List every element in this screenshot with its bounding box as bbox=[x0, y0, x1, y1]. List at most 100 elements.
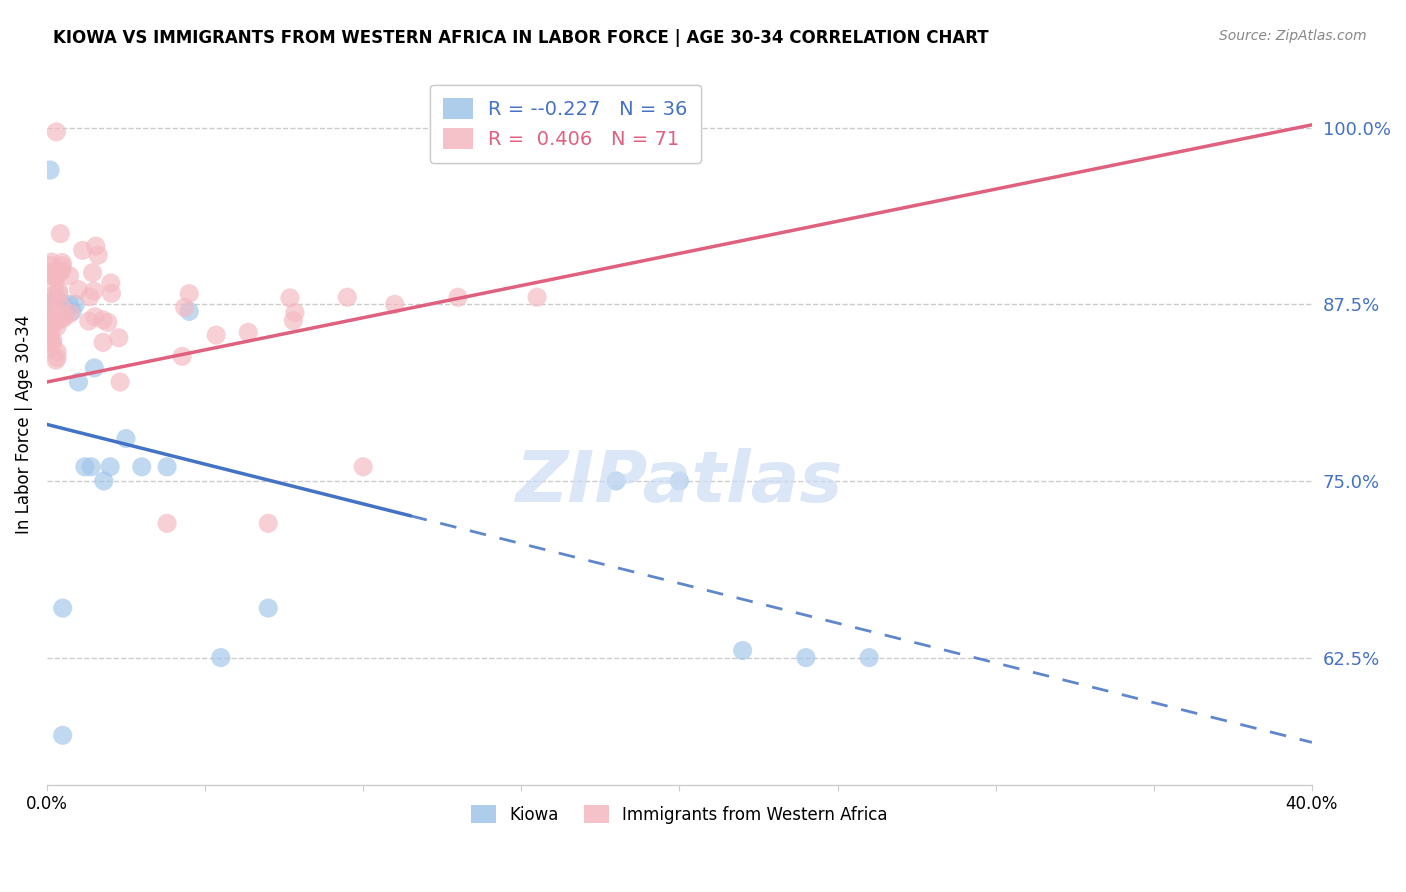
Point bbox=[179, 304, 201, 318]
Point bbox=[83, 310, 105, 324]
Point bbox=[44, 269, 66, 284]
Text: Source: ZipAtlas.com: Source: ZipAtlas.com bbox=[1219, 29, 1367, 43]
Point bbox=[115, 432, 138, 446]
Point bbox=[93, 474, 115, 488]
Point bbox=[42, 297, 65, 311]
Point bbox=[51, 259, 73, 273]
Point bbox=[284, 305, 307, 319]
Point bbox=[46, 344, 69, 359]
Point bbox=[668, 474, 690, 488]
Point bbox=[83, 360, 105, 375]
Point bbox=[205, 328, 228, 343]
Point bbox=[108, 331, 131, 345]
Point bbox=[352, 459, 374, 474]
Point bbox=[51, 264, 73, 278]
Point bbox=[48, 304, 70, 318]
Point bbox=[52, 728, 75, 742]
Point bbox=[42, 293, 65, 307]
Point bbox=[98, 459, 121, 474]
Text: ZIPatlas: ZIPatlas bbox=[516, 448, 844, 516]
Point bbox=[38, 342, 60, 356]
Point bbox=[278, 291, 301, 305]
Point bbox=[336, 290, 359, 304]
Point bbox=[97, 315, 120, 329]
Point bbox=[41, 316, 63, 330]
Point bbox=[53, 310, 76, 325]
Point bbox=[46, 319, 69, 334]
Point bbox=[67, 375, 90, 389]
Point bbox=[58, 268, 80, 283]
Point bbox=[45, 297, 67, 311]
Point bbox=[46, 305, 69, 319]
Point bbox=[39, 289, 62, 303]
Point bbox=[172, 349, 194, 363]
Point bbox=[156, 459, 179, 474]
Point bbox=[100, 276, 122, 290]
Point bbox=[39, 303, 62, 318]
Point bbox=[41, 337, 63, 351]
Point bbox=[447, 290, 470, 304]
Point bbox=[67, 283, 90, 297]
Point bbox=[794, 650, 817, 665]
Point bbox=[49, 297, 72, 311]
Point bbox=[38, 319, 60, 334]
Point bbox=[48, 297, 70, 311]
Point bbox=[42, 318, 65, 333]
Point bbox=[44, 277, 66, 291]
Point bbox=[257, 516, 280, 531]
Point bbox=[100, 286, 122, 301]
Point bbox=[55, 304, 77, 318]
Point bbox=[82, 266, 104, 280]
Point bbox=[39, 163, 62, 178]
Y-axis label: In Labor Force | Age 30-34: In Labor Force | Age 30-34 bbox=[15, 315, 32, 534]
Point bbox=[45, 297, 67, 311]
Point bbox=[83, 284, 105, 298]
Point bbox=[77, 314, 100, 328]
Point bbox=[283, 313, 305, 327]
Point bbox=[87, 248, 110, 262]
Point bbox=[156, 516, 179, 531]
Point bbox=[858, 650, 880, 665]
Point bbox=[52, 304, 75, 318]
Point bbox=[72, 244, 94, 258]
Point bbox=[48, 284, 70, 298]
Point bbox=[41, 255, 63, 269]
Point bbox=[179, 286, 201, 301]
Text: KIOWA VS IMMIGRANTS FROM WESTERN AFRICA IN LABOR FORCE | AGE 30-34 CORRELATION C: KIOWA VS IMMIGRANTS FROM WESTERN AFRICA … bbox=[53, 29, 988, 46]
Point bbox=[173, 301, 195, 315]
Point bbox=[60, 304, 83, 318]
Point bbox=[48, 297, 70, 311]
Point bbox=[59, 306, 82, 320]
Point bbox=[42, 333, 65, 347]
Point bbox=[49, 227, 72, 241]
Point bbox=[91, 335, 114, 350]
Point bbox=[48, 287, 70, 301]
Point bbox=[52, 601, 75, 615]
Point bbox=[209, 650, 232, 665]
Point bbox=[605, 474, 627, 488]
Point bbox=[39, 259, 62, 273]
Point bbox=[46, 351, 69, 365]
Point bbox=[51, 311, 73, 326]
Point bbox=[65, 297, 87, 311]
Point bbox=[52, 297, 75, 311]
Point bbox=[80, 459, 103, 474]
Point bbox=[45, 270, 67, 285]
Point bbox=[91, 313, 114, 327]
Point bbox=[384, 297, 406, 311]
Point bbox=[38, 303, 60, 318]
Point bbox=[238, 326, 260, 340]
Point bbox=[79, 290, 101, 304]
Point bbox=[58, 297, 80, 311]
Point bbox=[42, 304, 65, 318]
Point bbox=[131, 459, 153, 474]
Point bbox=[48, 266, 70, 280]
Point bbox=[257, 601, 280, 615]
Point bbox=[39, 266, 62, 280]
Point bbox=[731, 643, 754, 657]
Point bbox=[45, 125, 67, 139]
Point bbox=[108, 375, 131, 389]
Point bbox=[526, 290, 548, 304]
Point bbox=[51, 255, 73, 269]
Point bbox=[45, 290, 67, 304]
